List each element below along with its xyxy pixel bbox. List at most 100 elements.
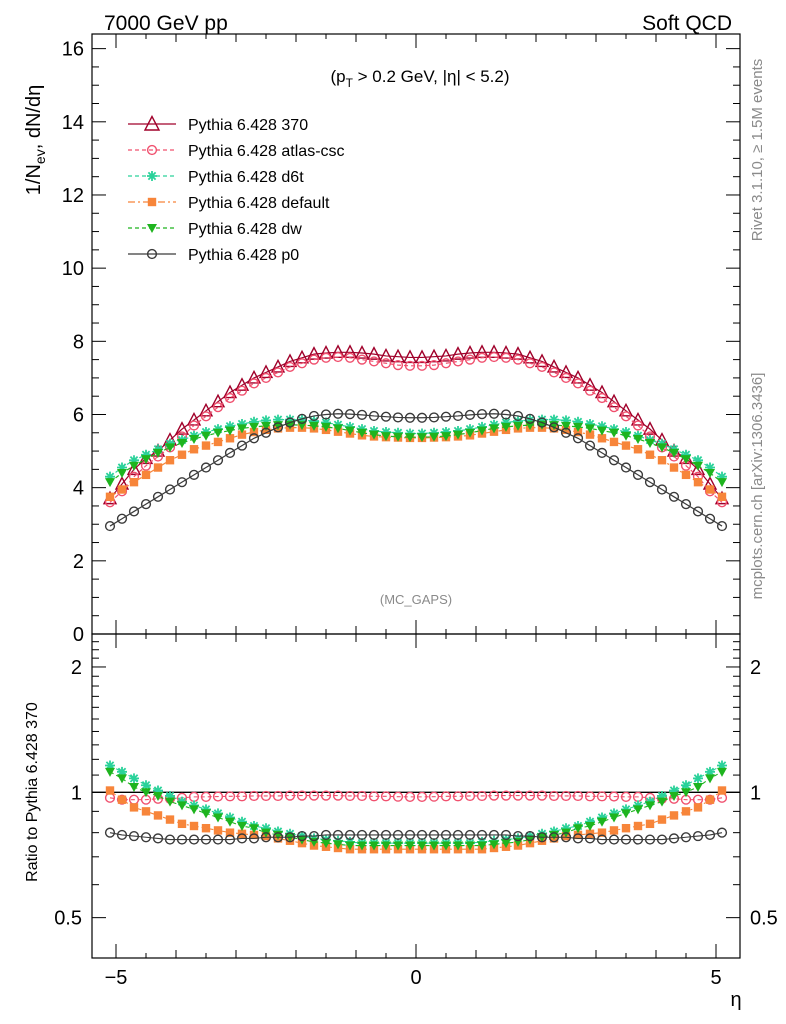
- data-point: [681, 449, 691, 460]
- data-point: [705, 774, 715, 784]
- data-point: [332, 351, 344, 363]
- data-point: [200, 791, 212, 802]
- data-point: [201, 809, 211, 819]
- data-point: [117, 766, 127, 777]
- series-line: [109, 351, 723, 500]
- data-point: [570, 369, 586, 384]
- data-point: [705, 795, 715, 804]
- data-point: [381, 841, 391, 851]
- data-point: [165, 815, 175, 824]
- data-point: [188, 420, 200, 431]
- legend-marker: [143, 114, 161, 131]
- data-point: [609, 813, 619, 823]
- data-point: [645, 819, 655, 829]
- data-point: [573, 427, 583, 437]
- data-point: [404, 360, 416, 371]
- data-point: [164, 484, 176, 495]
- data-point: [272, 422, 284, 433]
- legend-item-pythia-6-428-370: Pythia 6.428 370: [128, 114, 308, 134]
- data-point: [656, 834, 668, 845]
- data-point: [429, 427, 439, 438]
- data-point: [320, 790, 332, 801]
- data-point: [369, 430, 379, 440]
- data-point: [681, 780, 691, 791]
- data-point: [237, 419, 247, 429]
- data-point: [597, 817, 607, 827]
- data-point: [129, 782, 139, 792]
- data-point: [633, 435, 643, 444]
- data-point: [176, 834, 188, 845]
- data-point: [596, 791, 608, 802]
- data-point: [165, 443, 175, 453]
- data-point: [153, 791, 163, 801]
- data-point: [501, 422, 511, 432]
- data-point: [417, 433, 427, 443]
- data-point: [620, 791, 632, 802]
- data-point: [429, 841, 439, 851]
- data-point: [225, 421, 235, 432]
- data-point: [512, 790, 524, 801]
- data-point: [558, 364, 574, 379]
- data-point: [284, 832, 296, 843]
- data-point: [716, 827, 728, 838]
- data-point: [105, 767, 115, 777]
- data-point: [573, 824, 583, 834]
- data-point: [609, 808, 619, 819]
- data-point: [717, 492, 727, 502]
- data-point: [464, 409, 476, 420]
- data-point: [621, 804, 631, 815]
- data-point: [633, 445, 643, 454]
- data-point: [537, 414, 547, 425]
- data-point: [693, 477, 703, 487]
- data-point: [548, 790, 560, 802]
- data-point: [261, 421, 271, 431]
- data-point: [117, 795, 127, 804]
- data-point: [512, 354, 524, 365]
- data-point: [272, 832, 284, 843]
- data-point: [609, 437, 619, 447]
- data-point: [489, 424, 499, 434]
- data-point: [717, 471, 727, 482]
- data-point: [488, 351, 500, 363]
- data-point: [152, 833, 164, 844]
- data-point: [524, 790, 536, 801]
- data-point: [153, 811, 163, 820]
- data-point: [585, 822, 595, 832]
- data-point: [561, 415, 571, 426]
- data-point: [126, 461, 142, 476]
- data-point: [548, 367, 560, 378]
- data-point: [500, 409, 512, 420]
- data-point: [476, 790, 488, 802]
- data-point: [705, 485, 715, 494]
- data-point: [597, 828, 607, 837]
- data-point: [669, 791, 679, 801]
- data-point: [201, 823, 211, 833]
- data-point: [105, 471, 115, 482]
- data-point: [681, 470, 691, 480]
- data-point: [308, 354, 320, 365]
- ratio-panel: 0.5 0.5 1 1 2 2 −5 0 5: [54, 633, 778, 989]
- legend-marker: [146, 144, 158, 156]
- data-point: [248, 433, 260, 444]
- data-point: [632, 834, 644, 845]
- data-point: [140, 832, 152, 843]
- data-point: [596, 834, 608, 845]
- data-point: [609, 826, 619, 835]
- ratio-series-pythia-6-428-p0: [104, 827, 728, 845]
- data-point: [116, 794, 128, 805]
- data-point: [177, 439, 187, 449]
- data-point: [717, 760, 727, 771]
- data-point: [129, 461, 139, 471]
- data-point: [704, 829, 716, 841]
- data-point: [318, 345, 334, 359]
- y-tick-label-left: 0.5: [54, 908, 82, 930]
- data-point: [369, 841, 379, 851]
- y-tick-label-left: 1: [71, 782, 82, 804]
- data-point: [105, 760, 115, 771]
- analysis-watermark: (MC_GAPS): [380, 592, 452, 607]
- y-tick-label-right: 2: [750, 657, 761, 679]
- legend-label: Pythia 6.428 p0: [188, 247, 299, 264]
- data-point: [308, 410, 320, 422]
- data-point: [236, 385, 248, 396]
- data-point: [224, 447, 236, 459]
